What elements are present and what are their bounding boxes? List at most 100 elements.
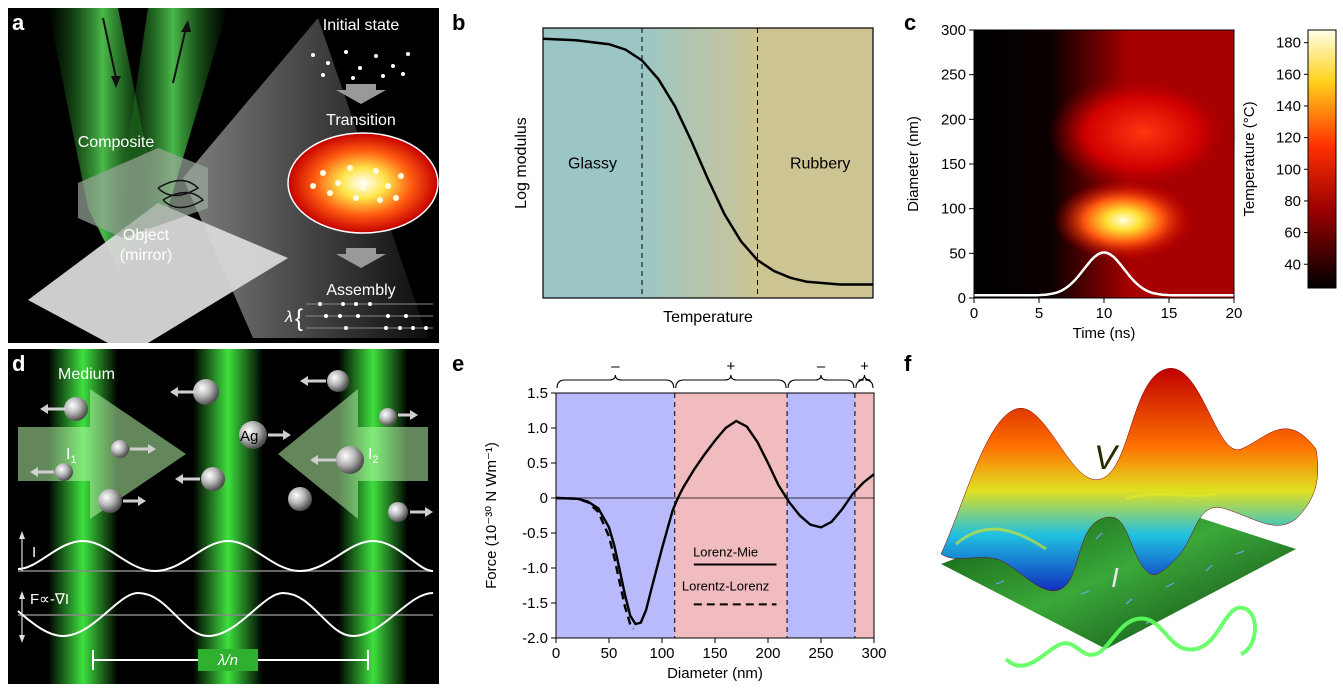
- panel-a-illustration: Initial state Transition Assembly Compos…: [8, 8, 439, 343]
- silver-particles: [55, 370, 408, 522]
- region-1: [674, 393, 788, 638]
- axis-arrows: [19, 531, 25, 643]
- reflected-arrow-head: [181, 20, 191, 32]
- i2-label: I2: [368, 446, 379, 466]
- colorbar-tick-label: 160: [1276, 66, 1301, 83]
- y-tick-label: 100: [941, 201, 966, 218]
- colorbar-tick-label: 180: [1276, 35, 1301, 52]
- ag-label: Ag: [240, 428, 258, 445]
- y-tick-label: 0: [958, 290, 966, 307]
- colorbar-tick-label: 100: [1276, 161, 1301, 178]
- region-label-rubbery: Rubbery: [790, 155, 850, 172]
- y-tick-label: 300: [941, 22, 966, 39]
- composite-block: [78, 148, 208, 238]
- colorbar: [1307, 29, 1337, 289]
- legend-label-lorentz-lorenz: Lorentz-Lorenz: [682, 578, 769, 593]
- panel-label-d: d: [12, 351, 26, 376]
- hotspot-large-diameter: [1048, 72, 1238, 193]
- reflected-arrow: [172, 27, 187, 84]
- surface-highlight: [955, 492, 1217, 551]
- initial-particles: [311, 50, 410, 80]
- colorbar-tick-label: 140: [1276, 98, 1301, 115]
- x-tick-label: 20: [1226, 305, 1243, 322]
- panel-label-f: f: [904, 351, 912, 376]
- x-tick-label: 10: [1096, 305, 1113, 322]
- mirror-label: (mirror): [120, 247, 172, 264]
- coil: [157, 179, 205, 209]
- panel-e: – + – + Lorenz-Mie Lorentz-Lorenz 0 50 100 150 200…: [448, 349, 888, 687]
- y-tick-label: 150: [941, 156, 966, 173]
- x-tick-label: 200: [755, 645, 780, 662]
- y-tick-label: 1.0: [527, 420, 548, 437]
- y-tick-label: -1.5: [522, 595, 548, 612]
- x-tick-label: 0: [552, 645, 560, 662]
- panel-d-illustration: Medium Ag I1 I2 I F∝-∇I λ/n: [8, 349, 439, 684]
- panel-label-e: e: [452, 351, 465, 376]
- panel-label-c: c: [904, 10, 917, 35]
- colorbar-tick-label: 80: [1284, 193, 1301, 210]
- arrow-i1: [18, 389, 186, 519]
- incident-arrow: [102, 17, 117, 79]
- x-tick-label: 0: [970, 305, 978, 322]
- y-tick-label: 0.5: [527, 455, 548, 472]
- transition-particles: [310, 165, 404, 203]
- i1-label: I1: [66, 446, 77, 466]
- sign-label-0: –: [611, 358, 620, 375]
- x-tick-label: 5: [1035, 305, 1043, 322]
- force-axis-label: F∝-∇I: [30, 591, 69, 608]
- arrow-down-2: [336, 248, 386, 268]
- sign-brace-0: [556, 374, 675, 389]
- sign-brace-1: [675, 374, 787, 389]
- plot-area: [542, 27, 874, 299]
- colorbar-label: Temperature (°C): [1241, 101, 1258, 216]
- region-label-glassy: Glassy: [568, 155, 617, 172]
- legend-label-lorenz-mie: Lorenz-Mie: [693, 545, 758, 560]
- y-tick-label: -2.0: [522, 630, 548, 647]
- sign-brace-3: [855, 374, 874, 389]
- chart-e: – + – + Lorenz-Mie Lorentz-Lorenz 0 50 100 150 200…: [483, 358, 887, 682]
- y-axis-label: Force (10⁻³⁰ N Wm⁻¹): [483, 442, 500, 589]
- panel-c: 0 5 10 15 20 0 50 100 150 200 250 300 Time (ns) Diame…: [896, 8, 1343, 343]
- intensity-wave: [17, 539, 434, 573]
- region-0: [556, 393, 675, 638]
- y-tick-label: 250: [941, 67, 966, 84]
- incident-arrow-head: [111, 76, 121, 88]
- x-tick-label: 50: [601, 645, 618, 662]
- x-tick-label: 300: [861, 645, 886, 662]
- period-label-bg: [198, 649, 258, 671]
- series-lorenz-mie: [555, 419, 875, 626]
- force-wave: [17, 591, 434, 638]
- green-wave: [1004, 605, 1258, 668]
- colorbar-tick-label: 120: [1276, 130, 1301, 147]
- series-lorentz-lorenz: [555, 496, 635, 630]
- colorbar-tick-label: 40: [1284, 256, 1301, 273]
- period-label: λ/n: [217, 652, 238, 669]
- y-tick-label: 0: [540, 490, 548, 507]
- region-2: [787, 393, 855, 638]
- composite-label: Composite: [78, 134, 155, 151]
- y-axis-label: Log modulus: [513, 117, 530, 209]
- y-tick-label: 1.5: [527, 385, 548, 402]
- x-tick-label: 150: [702, 645, 727, 662]
- potential-surface: [940, 368, 1319, 591]
- x-axis-label: Time (ns): [1073, 325, 1136, 342]
- x-tick-label: 100: [649, 645, 674, 662]
- y-tick-label: 50: [949, 245, 966, 262]
- hotspot-peak: [1053, 180, 1194, 261]
- region-3: [854, 393, 874, 638]
- arrow-down-1: [336, 84, 386, 104]
- mirror-object: [28, 203, 288, 343]
- panel-f: V I f: [896, 349, 1343, 687]
- y-tick-label: 200: [941, 111, 966, 128]
- object-label: Object: [123, 227, 170, 244]
- panel-label-b: b: [452, 10, 466, 35]
- laser-pulse-curve: [974, 251, 1234, 297]
- panel-a: Initial state Transition Assembly Compos…: [8, 8, 439, 343]
- potential-label: V: [1094, 439, 1120, 477]
- modulus-curve: [542, 37, 873, 286]
- x-axis-label: Temperature: [663, 309, 753, 326]
- intensity-axis-label: I: [32, 544, 36, 561]
- panel-label-a: a: [12, 10, 25, 35]
- sign-brace-2: [787, 374, 855, 389]
